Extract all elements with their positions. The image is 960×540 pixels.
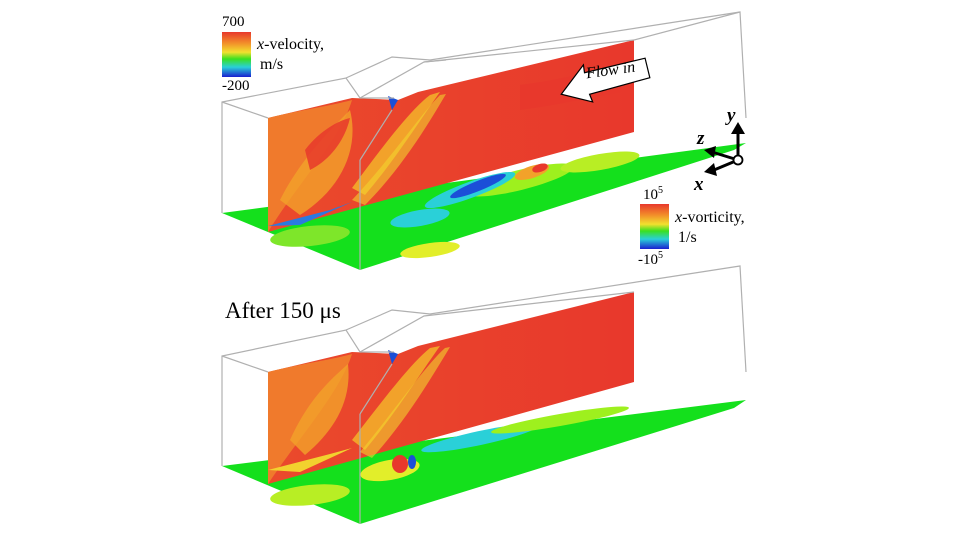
vorticity-colorbar [640,204,669,249]
velocity-var: x [257,36,265,53]
axis-y-label: y [727,105,736,126]
bottom-domain-box [221,265,747,524]
flow-in-arrow [560,57,651,103]
velocity-min-label: -200 [222,78,250,94]
top-floor-slice [222,143,746,270]
vorticity-unit: 1/s [678,229,697,246]
time-caption: After 150 μs [225,298,341,323]
top-domain-box [221,11,747,270]
bottom-floor-slice [222,400,746,524]
velocity-unit: m/s [260,56,284,73]
vorticity-title-rest: -vorticity, [682,209,745,226]
vorticity-title: x-vorticity, [675,209,745,227]
velocity-colorbar [222,32,251,77]
velocity-title-rest: -velocity, [264,36,324,53]
vorticity-var: x [675,209,683,226]
axis-z-label: z [697,128,705,149]
velocity-title: x-velocity, [257,36,324,54]
axis-x-label: x [694,174,704,195]
top-panel [221,11,747,270]
axis-triad [704,122,745,176]
vorticity-max-label: 105 [643,185,663,203]
bottom-panel [221,265,747,524]
velocity-max-label: 700 [222,14,245,30]
vorticity-min-label: -105 [638,250,663,268]
